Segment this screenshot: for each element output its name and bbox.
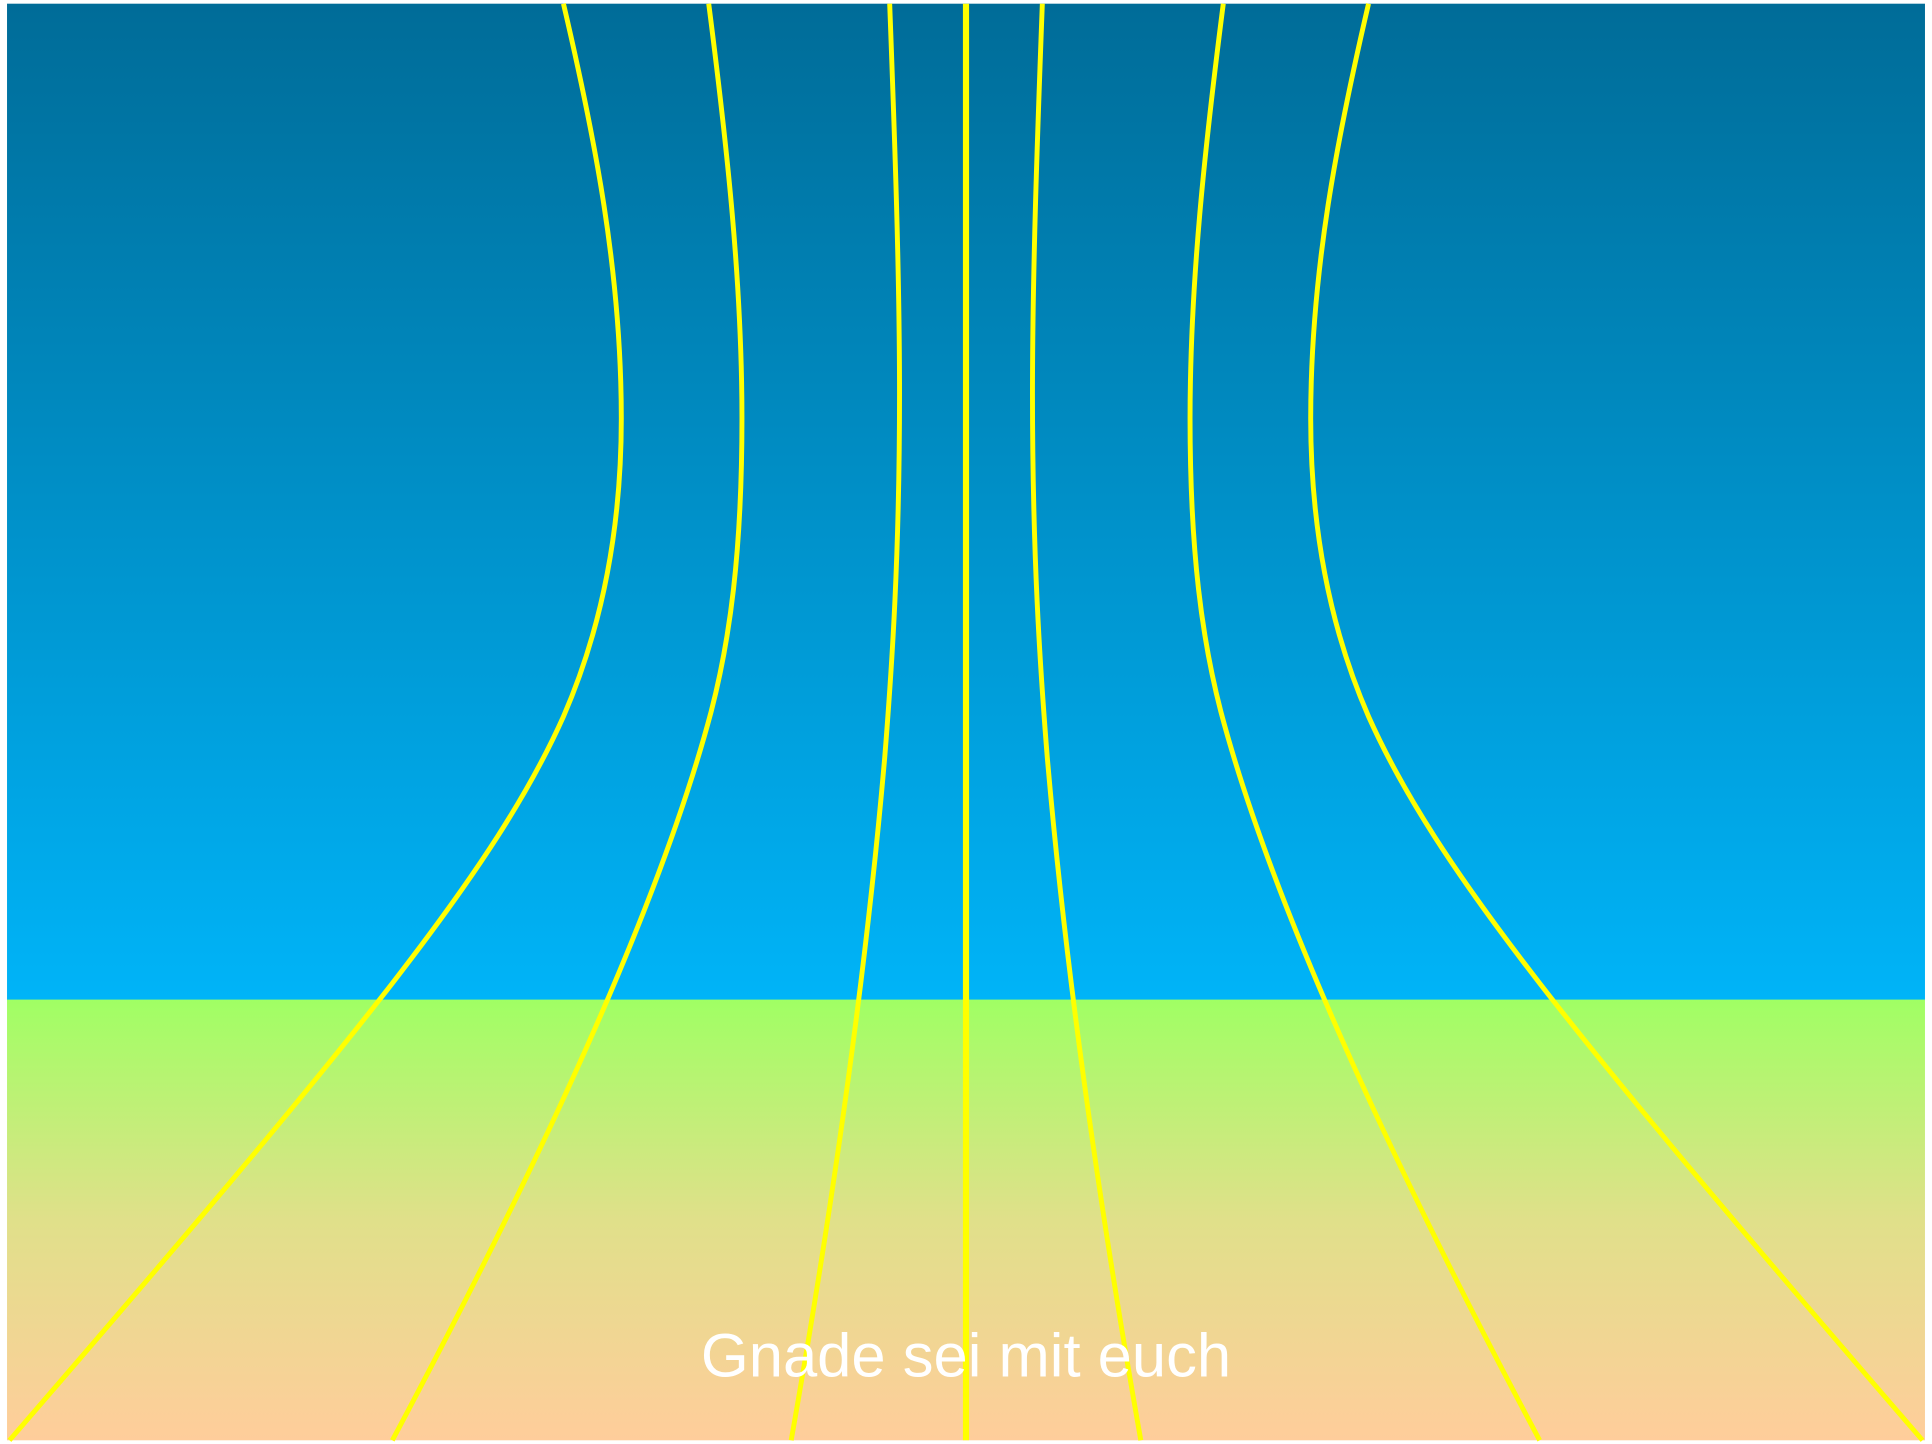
- ray: [390, 3, 745, 1442]
- ray: [1308, 3, 1925, 1442]
- left-rays: [7, 3, 902, 1442]
- ray: [7, 3, 624, 1442]
- ray: [1030, 3, 1144, 1441]
- rays: [7, 3, 1925, 1442]
- ray: [788, 3, 902, 1441]
- right-rays: [1030, 3, 1925, 1442]
- caption: Gnade sei mit euch: [701, 1321, 1231, 1390]
- ray: [1187, 3, 1542, 1442]
